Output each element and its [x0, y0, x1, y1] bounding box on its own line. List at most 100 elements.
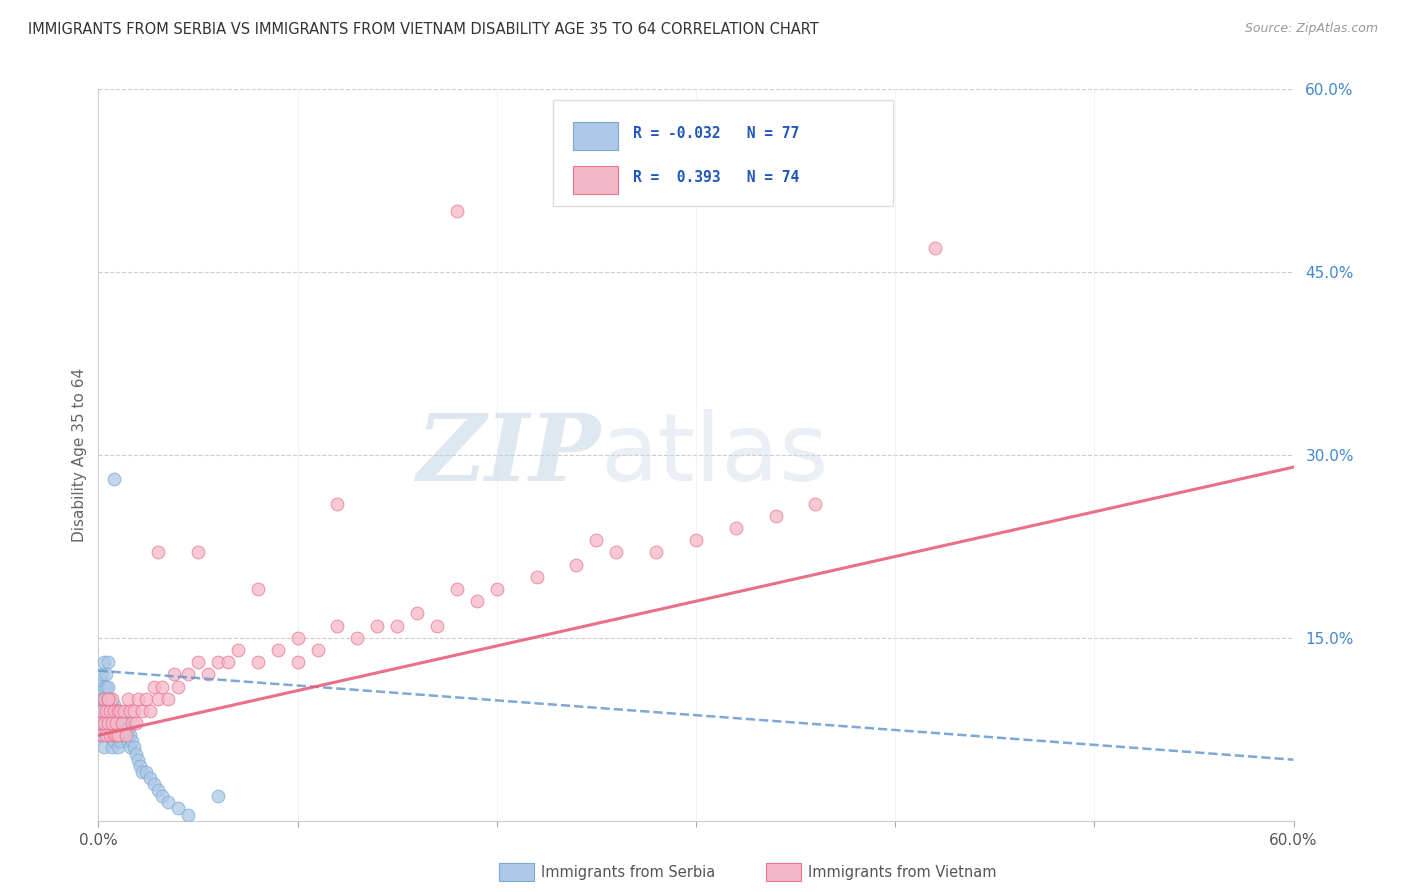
Point — [226, 643, 249, 657]
Point — [91, 691, 114, 706]
Point — [107, 716, 129, 731]
Point — [131, 704, 153, 718]
Point — [111, 716, 134, 731]
Point — [605, 545, 627, 559]
Point — [100, 728, 122, 742]
Point — [125, 747, 148, 761]
Point — [93, 691, 115, 706]
Point — [111, 728, 134, 742]
Point — [89, 691, 111, 706]
Point — [101, 716, 124, 731]
Point — [103, 728, 125, 742]
Point — [89, 728, 111, 742]
Point — [91, 728, 114, 742]
Point — [111, 716, 134, 731]
Point — [97, 704, 120, 718]
Point — [97, 655, 120, 669]
Point — [103, 472, 125, 486]
Point — [287, 655, 309, 669]
Point — [97, 680, 120, 694]
Point — [135, 691, 157, 706]
Point — [406, 607, 429, 621]
Point — [93, 655, 115, 669]
Point — [91, 716, 114, 731]
Point — [105, 704, 128, 718]
Y-axis label: Disability Age 35 to 64: Disability Age 35 to 64 — [72, 368, 87, 542]
Point — [100, 704, 122, 718]
Point — [115, 728, 138, 742]
Text: R = -0.032   N = 77: R = -0.032 N = 77 — [633, 126, 799, 141]
Point — [96, 716, 118, 731]
Point — [105, 728, 128, 742]
Point — [97, 716, 120, 731]
Text: IMMIGRANTS FROM SERBIA VS IMMIGRANTS FROM VIETNAM DISABILITY AGE 35 TO 64 CORREL: IMMIGRANTS FROM SERBIA VS IMMIGRANTS FRO… — [28, 22, 818, 37]
Text: Immigrants from Vietnam: Immigrants from Vietnam — [808, 865, 997, 880]
Point — [110, 723, 132, 737]
Point — [246, 655, 269, 669]
Point — [110, 734, 132, 748]
Point — [110, 704, 132, 718]
Point — [385, 618, 409, 632]
Point — [143, 777, 166, 791]
Point — [100, 728, 122, 742]
Point — [91, 704, 114, 718]
Point — [110, 710, 132, 724]
Point — [124, 740, 146, 755]
Point — [89, 716, 111, 731]
Point — [89, 698, 111, 712]
Point — [101, 728, 124, 742]
Point — [685, 533, 707, 548]
Point — [366, 618, 388, 632]
Point — [446, 582, 468, 596]
Point — [93, 704, 115, 718]
Point — [326, 618, 349, 632]
Point — [446, 204, 468, 219]
Point — [157, 691, 180, 706]
Point — [117, 691, 139, 706]
Point — [565, 558, 588, 572]
Point — [97, 716, 120, 731]
Point — [91, 728, 114, 742]
Point — [645, 545, 668, 559]
Point — [107, 740, 129, 755]
Point — [148, 545, 170, 559]
Point — [526, 570, 548, 584]
Point — [287, 631, 309, 645]
Point — [105, 716, 128, 731]
Point — [89, 716, 111, 731]
Point — [100, 704, 122, 718]
Point — [127, 691, 149, 706]
Point — [177, 667, 200, 681]
Point — [93, 716, 115, 731]
Point — [97, 691, 120, 706]
Point — [148, 691, 170, 706]
Point — [96, 728, 118, 742]
Point — [103, 710, 125, 724]
Point — [139, 704, 162, 718]
Point — [765, 508, 787, 523]
Point — [127, 753, 149, 767]
Point — [101, 716, 124, 731]
Point — [246, 582, 269, 596]
Point — [217, 655, 239, 669]
Point — [139, 771, 162, 785]
Point — [105, 728, 128, 742]
Point — [177, 807, 200, 822]
Point — [115, 716, 138, 731]
Point — [187, 545, 209, 559]
Point — [93, 691, 115, 706]
Point — [124, 704, 146, 718]
Point — [91, 710, 114, 724]
Point — [91, 667, 114, 681]
Point — [96, 704, 118, 718]
Point — [107, 728, 129, 742]
Text: R =  0.393   N = 74: R = 0.393 N = 74 — [633, 170, 799, 186]
Point — [167, 680, 190, 694]
Text: Source: ZipAtlas.com: Source: ZipAtlas.com — [1244, 22, 1378, 36]
Point — [103, 723, 125, 737]
Point — [107, 704, 129, 718]
Point — [89, 673, 111, 688]
Point — [93, 680, 115, 694]
Point — [97, 691, 120, 706]
Point — [924, 241, 946, 255]
